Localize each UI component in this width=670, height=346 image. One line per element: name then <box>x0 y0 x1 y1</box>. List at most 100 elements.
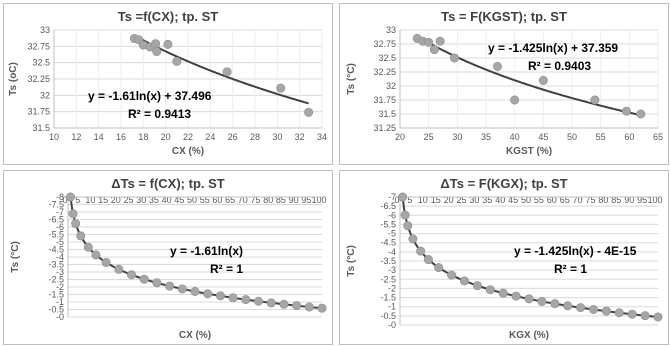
x-tick-label: 24 <box>205 132 215 142</box>
data-point <box>590 95 600 105</box>
x-tick-label: 35 <box>482 195 492 205</box>
data-point <box>423 255 433 265</box>
data-point <box>241 295 251 305</box>
x-tick-label: 70 <box>238 195 248 205</box>
y-tick-label: -3 <box>388 265 396 275</box>
data-point <box>152 278 162 288</box>
data-point <box>172 56 182 66</box>
x-tick-label: 34 <box>317 132 327 142</box>
x-axis-label: CX (%) <box>179 330 211 341</box>
y-tick-label: -0.5 <box>380 311 396 321</box>
trendline-equation: y = -1.61ln(x) + 37.496 <box>88 89 212 103</box>
x-tick-label: 10 <box>418 195 428 205</box>
y-axis-label: Ts (°C) <box>346 63 357 95</box>
chart-dts-kgx: ΔTs = F(KGX); tp. ST-0-0.5-1-1.5-2-2.5-3… <box>346 176 663 341</box>
x-tick-label: 65 <box>560 195 570 205</box>
x-tick-label: 55 <box>596 132 606 142</box>
data-point <box>627 309 637 319</box>
data-point <box>190 287 200 297</box>
x-tick-label: 65 <box>653 132 663 142</box>
x-tick-label: 20 <box>444 195 454 205</box>
chart-panel-ts-kgst: Ts = F(KGST); tp. ST 31.25 31.5 31.75 32 32.2… <box>339 3 669 165</box>
y-tick-label: -2 <box>388 283 396 293</box>
y-tick-label: -7 <box>56 207 64 217</box>
y-tick-label: -4 <box>388 247 396 257</box>
data-point <box>71 219 81 229</box>
x-tick-label: 0 <box>62 195 67 205</box>
data-point <box>76 231 86 241</box>
data-point <box>165 281 175 291</box>
x-tick-label: 95 <box>637 195 647 205</box>
data-point <box>434 263 444 273</box>
y-tick-label: 32.25 <box>373 67 396 77</box>
chart-panel-dts-kgx: ΔTs = F(KGX); tp. ST -0 -0.5 -1 -1.5 -2 -2.5 -3… <box>339 170 669 345</box>
data-point <box>435 36 445 46</box>
y-tick-label: -6.5 <box>48 215 64 225</box>
data-point <box>317 303 327 313</box>
y-tick-label: -7.5 <box>48 200 64 210</box>
x-axis-label: KGST (%) <box>506 146 552 157</box>
y-tick-label: 32.75 <box>373 39 396 49</box>
data-point <box>460 276 470 286</box>
data-point <box>576 303 586 313</box>
data-point <box>601 306 611 316</box>
data-point <box>429 45 439 55</box>
x-tick-label: 20 <box>111 195 121 205</box>
data-point <box>563 301 573 311</box>
y-tick-label: -0.5 <box>48 305 64 315</box>
data-point <box>550 299 560 309</box>
data-point <box>114 264 124 274</box>
y-tick-label: -0 <box>388 320 396 330</box>
x-tick-label: 30 <box>272 132 282 142</box>
y-tick-label: 31.75 <box>373 95 396 105</box>
y-tick-label: 31.5 <box>378 109 396 119</box>
data-point <box>492 61 502 71</box>
data-point <box>266 298 276 308</box>
data-point <box>276 83 286 93</box>
data-point <box>127 270 137 280</box>
y-tick-label: -1 <box>56 297 64 307</box>
data-point <box>101 257 111 267</box>
y-tick-label: -5 <box>56 237 64 247</box>
chart-ts-kgst: Ts = F(KGST); tp. ST 31.25 31.5 31.75 32 32.2… <box>346 9 663 157</box>
x-tick-label: 50 <box>567 132 577 142</box>
trendline-equation: y = -1.425ln(x) + 37.359 <box>488 41 618 55</box>
x-tick-label: 55 <box>200 195 210 205</box>
x-tick-label: 50 <box>521 195 531 205</box>
x-axis-label: KGX (%) <box>509 330 549 341</box>
x-tick-label: 25 <box>123 195 133 205</box>
data-point <box>228 293 238 303</box>
y-tick-label: -2.5 <box>380 274 396 284</box>
chart-title: Ts =f(CX); tp. ST <box>118 9 219 24</box>
x-tick-label: 60 <box>547 195 557 205</box>
y-tick-label: -7 <box>388 192 396 202</box>
data-point <box>203 289 213 299</box>
data-point <box>485 285 495 295</box>
y-tick-label: -4.5 <box>48 245 64 255</box>
data-point <box>524 294 534 304</box>
x-tick-label: 80 <box>598 195 608 205</box>
x-tick-label: 0 <box>394 195 399 205</box>
y-tick-label: -3.5 <box>380 256 396 266</box>
x-tick-label: 60 <box>212 195 222 205</box>
x-tick-label: 95 <box>301 195 311 205</box>
x-tick-label: 32 <box>295 132 305 142</box>
data-point <box>538 75 548 85</box>
data-point <box>292 301 302 311</box>
x-tick-label: 22 <box>183 132 193 142</box>
x-tick-label: 45 <box>174 195 184 205</box>
y-tick-label: -5.5 <box>380 219 396 229</box>
chart-title: Ts = F(KGST); tp. ST <box>441 9 567 24</box>
data-point <box>304 302 314 312</box>
y-tick-label: 32 <box>40 90 50 100</box>
chart-title: ΔTs = f(CX); tp. ST <box>111 176 225 191</box>
data-point <box>139 274 149 284</box>
y-tick-label: 31.5 <box>32 123 50 133</box>
x-axis-label: CX (%) <box>172 146 204 157</box>
x-tick-label: 45 <box>508 195 518 205</box>
x-tick-label: 85 <box>276 195 286 205</box>
data-point <box>449 53 459 63</box>
y-tick-label: -5 <box>388 229 396 239</box>
chart-panel-ts-cx: Ts =f(CX); tp. ST 31.5 31.75 32 32.25 32.5 32.… <box>3 3 333 165</box>
x-tick-label: 25 <box>424 132 434 142</box>
